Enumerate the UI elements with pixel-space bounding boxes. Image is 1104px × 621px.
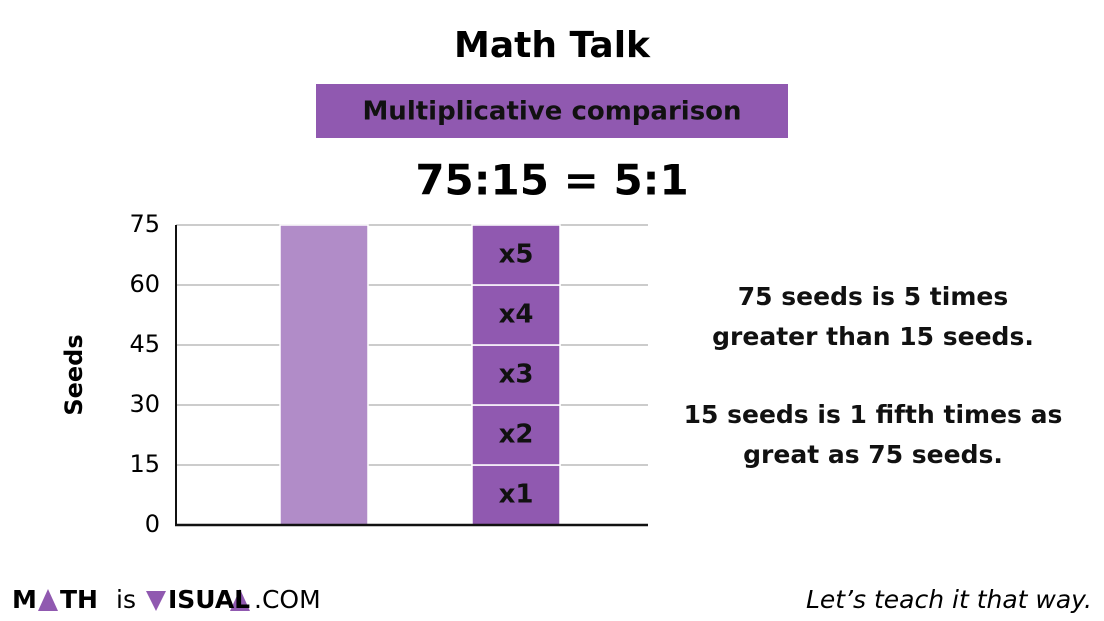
logo-triangle [38,589,58,611]
segment-label: x4 [499,300,534,330]
note-line: 15 seeds is 1 fifth times as [684,400,1063,429]
subtitle: Multiplicative comparison [362,97,741,127]
note-line: greater than 15 seeds. [712,322,1034,351]
y-tick-label: 60 [129,270,160,298]
y-tick-label: 0 [145,510,160,538]
segment-label: x1 [499,480,534,510]
logo-triangle [230,589,250,611]
logo-is: is [116,585,136,614]
logo-com: .COM [254,585,321,614]
segment-label: x3 [499,360,534,390]
equation: 75:15 = 5:1 [415,156,688,205]
note-line: 75 seeds is 5 times [738,282,1008,311]
bar [471,224,561,286]
bar [279,224,369,526]
logo-triangle [146,591,166,611]
subtitle-box [316,84,788,138]
logo-isual: ISUAL [168,585,250,614]
logo-th: TH [60,585,98,614]
y-tick-label: 45 [129,330,160,358]
note-line: great as 75 seeds. [743,440,1003,469]
y-tick-label: 75 [129,210,160,238]
logo-m: M [12,585,37,614]
y-axis-label: Seeds [60,334,88,415]
chart-title: Math Talk [454,25,651,66]
y-tick-label: 15 [129,450,160,478]
tagline: Let’s teach it that way. [806,585,1092,614]
y-tick-label: 30 [129,390,160,418]
segment-label: x5 [499,240,534,270]
segment-label: x2 [499,420,534,450]
bar [471,464,561,526]
